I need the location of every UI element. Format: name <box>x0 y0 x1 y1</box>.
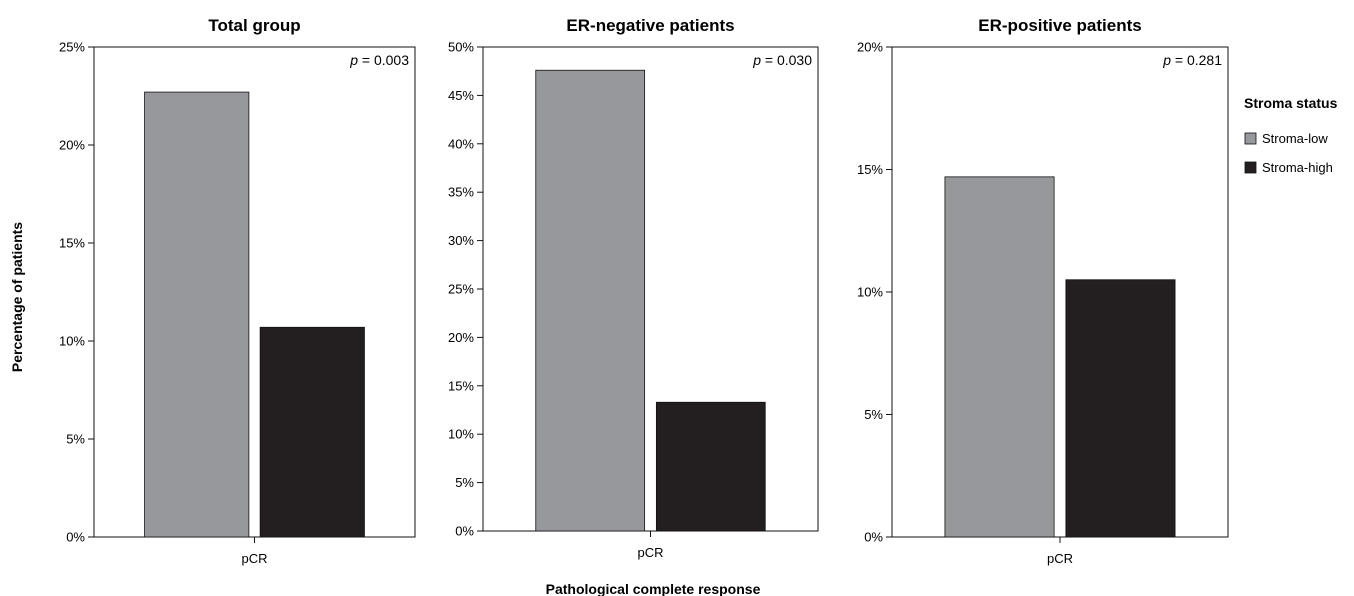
plot-frame <box>482 46 819 532</box>
plot-frame <box>93 46 416 538</box>
panel-total-group: Total group p = 0.003 0% 5% 10% 15% 20% 25% pCR <box>59 16 416 566</box>
y-tick-label: 15% <box>857 162 883 177</box>
bar-stroma-high <box>259 326 365 538</box>
bar-stroma-high <box>1065 279 1176 538</box>
y-tick-label: 15% <box>59 236 85 251</box>
legend: Stroma status Stroma-low Stroma-high <box>1244 95 1338 175</box>
legend-swatch-stroma-high <box>1244 161 1257 174</box>
p-value-label: p = 0.281 <box>1162 52 1222 68</box>
y-tick-label: 5% <box>864 407 883 422</box>
panel-er-positive: ER-positive patients p = 0.281 0% 5% 10% 15% 2… <box>857 16 1229 566</box>
y-axis-label: Percentage of patients <box>9 222 25 372</box>
p-value-label: p = 0.030 <box>752 52 812 68</box>
p-value-label: p = 0.003 <box>349 52 409 68</box>
bar-stroma-low <box>944 176 1055 538</box>
y-tick-label: 15% <box>448 378 474 393</box>
y-tick-label: 0% <box>66 530 85 545</box>
x-axis-label: Pathological complete response <box>546 581 761 596</box>
y-tick-label: 45% <box>448 88 474 103</box>
y-tick-label: 25% <box>59 40 85 55</box>
x-tick-label: pCR <box>1047 551 1073 566</box>
y-tick-label: 20% <box>59 138 85 153</box>
y-tick-label: 20% <box>857 40 883 55</box>
x-tick-label: pCR <box>241 551 267 566</box>
y-tick-label: 10% <box>857 285 883 300</box>
panel-title: Total group <box>208 16 300 35</box>
legend-label-stroma-high: Stroma-high <box>1262 160 1333 175</box>
panel-title: ER-positive patients <box>978 16 1141 35</box>
y-tick-label: 20% <box>448 330 474 345</box>
y-tick-label: 40% <box>448 136 474 151</box>
y-tick-label: 5% <box>66 432 85 447</box>
y-tick-label: 30% <box>448 233 474 248</box>
legend-label-stroma-low: Stroma-low <box>1262 131 1328 146</box>
y-tick-label: 5% <box>455 475 474 490</box>
y-tick-label: 10% <box>59 334 85 349</box>
bar-stroma-low <box>144 91 250 538</box>
y-tick-label: 50% <box>448 40 474 55</box>
legend-swatch-stroma-low <box>1244 132 1257 145</box>
y-tick-label: 0% <box>455 524 474 539</box>
x-tick-label: pCR <box>637 545 663 560</box>
legend-title: Stroma status <box>1244 95 1338 111</box>
bar-stroma-high <box>655 401 766 532</box>
bar-stroma-low <box>535 69 646 532</box>
y-tick-label: 0% <box>864 530 883 545</box>
y-tick-label: 25% <box>448 282 474 297</box>
panel-title: ER-negative patients <box>566 16 734 35</box>
panel-er-negative: ER-negative patients p = 0.030 0% 5% 10% 15% 2… <box>448 16 819 560</box>
y-tick-label: 35% <box>448 185 474 200</box>
plot-frame <box>891 46 1229 538</box>
y-tick-label: 10% <box>448 427 474 442</box>
